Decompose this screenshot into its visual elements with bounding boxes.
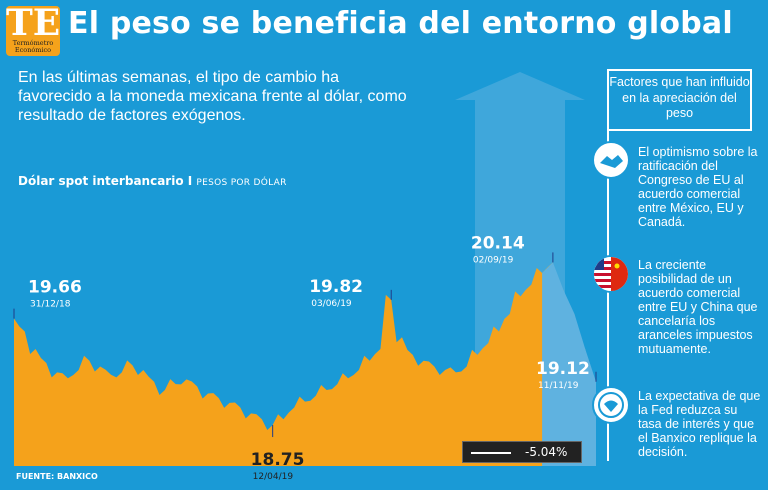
annotation-date-0: 31/12/18	[30, 300, 71, 310]
annotation-date-1: 12/04/19	[253, 472, 294, 482]
source-note: FUENTE: BANXICO	[16, 472, 98, 481]
page-title: El peso se beneficia del entorno global	[68, 6, 733, 41]
logo-name-line2: Económico	[14, 46, 52, 54]
logo-letters: TE	[6, 2, 61, 44]
chart-label-units: PESOS POR DÓLAR	[196, 178, 287, 188]
area-series	[14, 262, 596, 466]
chart-label: Dólar spot interbancario I PESOS POR DÓL…	[18, 174, 287, 188]
factor-item-2: La creciente posibilidad de un acuerdo c…	[638, 258, 758, 356]
federal-reserve-seal-icon	[592, 386, 630, 424]
annotation-value-1: 18.75	[251, 450, 305, 470]
logo-name: Termómetro Económico	[6, 40, 60, 54]
factors-timeline-line	[607, 131, 609, 461]
logo: TE Termómetro Económico	[6, 2, 60, 56]
annotation-value-2: 19.82	[309, 277, 363, 297]
chart-label-main: Dólar spot interbancario I	[18, 174, 193, 188]
handshake-icon	[592, 141, 630, 179]
annotation-value-0: 19.66	[28, 278, 82, 298]
annotation-date-4: 11/11/19	[538, 381, 579, 391]
change-badge-value: -5.04%	[525, 445, 568, 459]
factor-item-3: La expectativa de que la Fed reduzca su …	[638, 389, 761, 459]
change-badge: -5.04%	[462, 441, 582, 463]
annotation-date-2: 03/06/19	[311, 299, 352, 309]
logo-name-line1: Termómetro	[12, 39, 54, 47]
factors-header: Factores que han influido en la apreciac…	[607, 69, 752, 131]
annotation-value-4: 19.12	[536, 359, 590, 379]
factor-item-1: El optimismo sobre la ratificación del C…	[638, 145, 758, 229]
area-series-highlight	[542, 262, 596, 466]
change-badge-bar	[471, 452, 511, 454]
subtitle: En las últimas semanas, el tipo de cambi…	[18, 69, 407, 124]
us-china-flags-icon	[592, 255, 630, 293]
annotation-value-3: 20.14	[471, 233, 525, 253]
annotation-date-3: 02/09/19	[473, 255, 514, 265]
